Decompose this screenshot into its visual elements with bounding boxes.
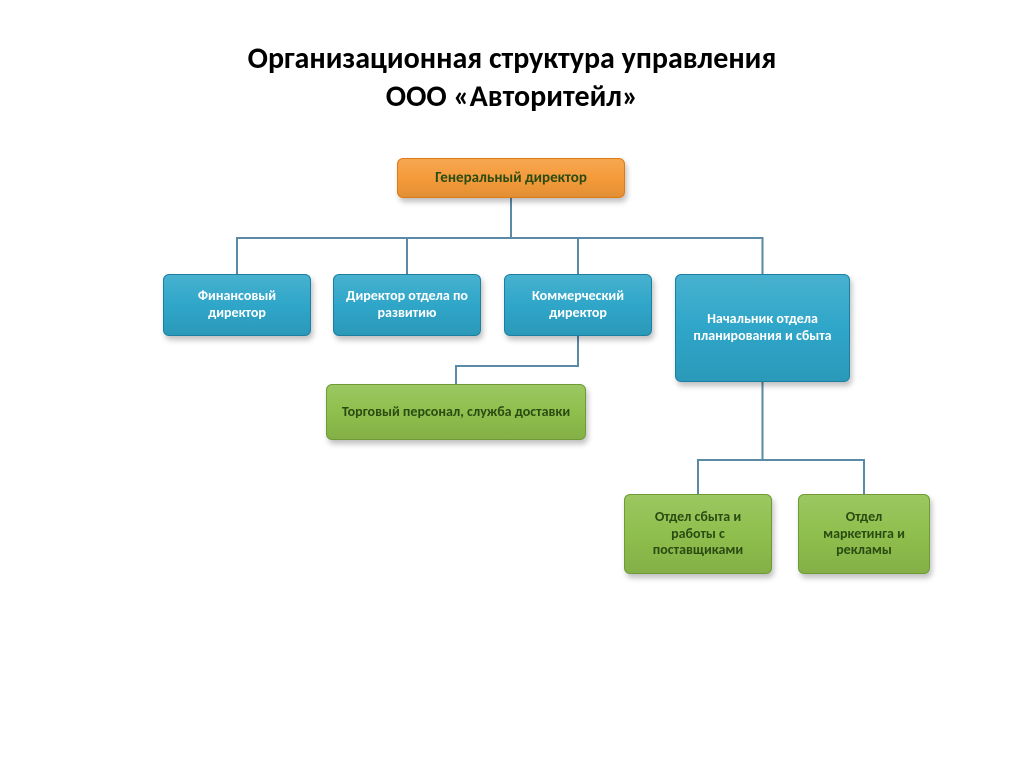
node-dev-label: Директор отдела по развитию: [344, 288, 470, 322]
node-fin-label: Финансовый директор: [174, 288, 300, 322]
node-supply-label: Отдел сбыта и работы с поставщиками: [635, 509, 761, 559]
node-financial-director: Финансовый директор: [163, 274, 311, 336]
node-trade-staff: Торговый персонал, служба доставки: [326, 384, 586, 440]
node-marketing-dept: Отдел маркетинга и рекламы: [798, 494, 930, 574]
org-chart: Генеральный директор Финансовый директор…: [0, 0, 1024, 767]
node-plan-label: Начальник отдела планирования и сбыта: [686, 311, 839, 345]
node-comm-label: Коммерческий директор: [515, 288, 641, 322]
node-marketing-label: Отдел маркетинга и рекламы: [809, 509, 919, 559]
node-supply-dept: Отдел сбыта и работы с поставщиками: [624, 494, 772, 574]
node-trade-label: Торговый персонал, служба доставки: [342, 404, 570, 421]
node-ceo: Генеральный директор: [397, 158, 625, 198]
node-planning-head: Начальник отдела планирования и сбыта: [675, 274, 850, 382]
node-development-director: Директор отдела по развитию: [333, 274, 481, 336]
node-ceo-label: Генеральный директор: [435, 169, 587, 187]
node-commercial-director: Коммерческий директор: [504, 274, 652, 336]
